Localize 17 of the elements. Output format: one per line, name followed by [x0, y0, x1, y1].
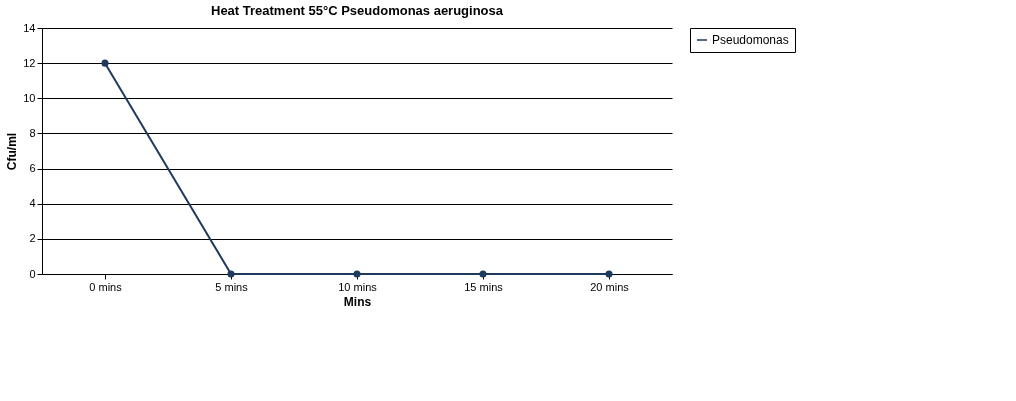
y-axis-title: Cfu/ml	[5, 132, 20, 171]
x-tick-label: 0 mins	[89, 280, 123, 293]
legend-label: Pseudomonas	[712, 33, 789, 47]
y-tick-label: 10	[23, 91, 36, 104]
y-tick-label: 8	[29, 126, 36, 139]
y-tick-label: 12	[23, 56, 36, 69]
y-tick-label: 6	[29, 162, 36, 175]
x-axis-title: Mins	[343, 294, 372, 309]
chart-title: Heat Treatment 55°C Pseudomonas aeruginosa	[210, 3, 504, 18]
y-tick-label: 14	[23, 21, 36, 34]
y-tick-label: 2	[29, 232, 36, 245]
x-tick-label: 20 mins	[590, 280, 630, 293]
y-tick-label: 4	[29, 197, 36, 210]
x-tick-label: 15 mins	[464, 280, 504, 293]
x-tick-label: 5 mins	[215, 280, 249, 293]
x-tick-label: 10 mins	[338, 280, 378, 293]
y-tick-label: 0	[29, 267, 36, 280]
